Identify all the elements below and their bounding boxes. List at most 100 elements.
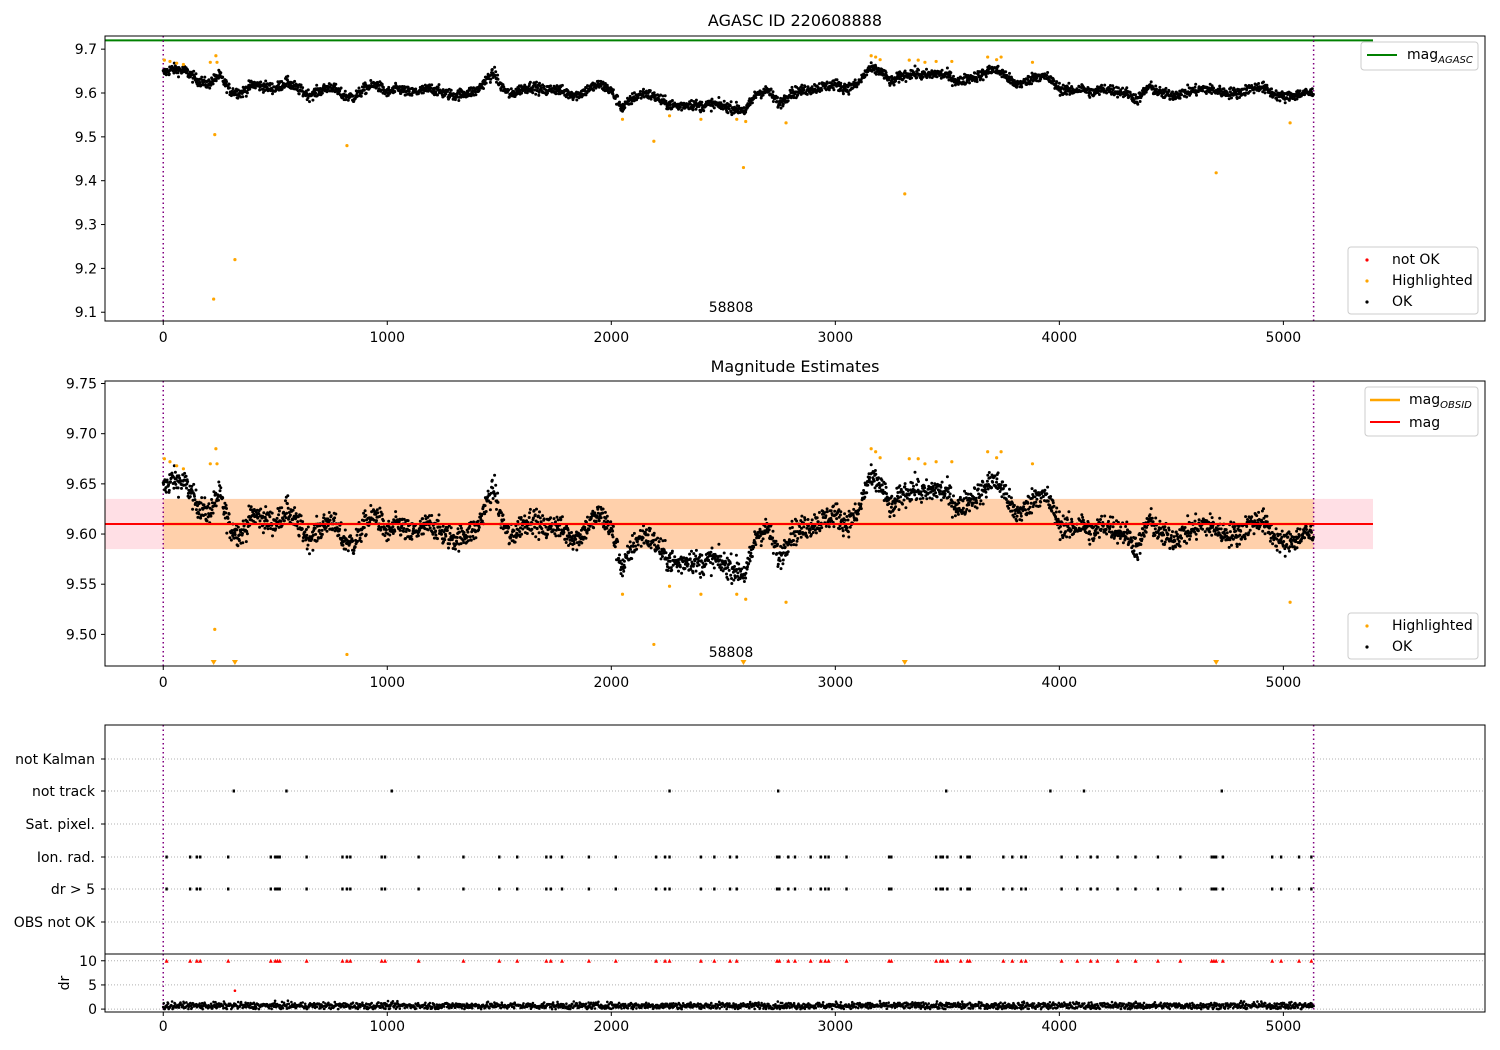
ok-point xyxy=(1057,81,1061,85)
ok-point xyxy=(542,84,546,88)
ok-point xyxy=(921,75,925,79)
ok-point xyxy=(846,530,850,534)
ok-point xyxy=(535,527,539,531)
ok-point xyxy=(185,486,188,490)
ok-point xyxy=(702,109,706,113)
ok-point xyxy=(817,511,821,514)
ok-point xyxy=(483,504,487,508)
ok-point xyxy=(477,88,481,92)
ok-point xyxy=(690,549,693,553)
ok-point xyxy=(664,551,668,555)
ok-point xyxy=(394,81,398,85)
ok-point xyxy=(795,519,799,523)
highlighted-point xyxy=(869,54,873,58)
ok-point xyxy=(810,85,814,89)
ok-point xyxy=(1229,86,1233,90)
ok-point xyxy=(528,511,532,515)
ok-point xyxy=(346,549,350,553)
ok-point xyxy=(194,488,198,492)
ok-point xyxy=(541,514,545,518)
ok-point xyxy=(325,90,329,94)
ok-point xyxy=(496,500,500,504)
ok-point xyxy=(805,535,809,539)
ok-point xyxy=(507,525,511,529)
ok-point xyxy=(1310,87,1314,91)
ok-point xyxy=(210,508,214,512)
ok-point xyxy=(321,520,325,524)
ok-point xyxy=(839,510,843,514)
ok-point xyxy=(523,83,527,87)
ok-point xyxy=(1275,98,1279,102)
ok-point xyxy=(507,541,511,545)
ok-point xyxy=(200,75,204,79)
ok-point xyxy=(910,76,914,80)
ok-point xyxy=(877,476,880,480)
ok-point xyxy=(244,540,248,544)
ok-point xyxy=(950,84,954,88)
ok-point xyxy=(198,508,202,512)
ok-point xyxy=(314,532,318,536)
ok-point xyxy=(1154,84,1158,88)
ok-point xyxy=(580,541,584,545)
ok-point xyxy=(530,527,534,531)
ok-point xyxy=(455,536,459,539)
ok-point xyxy=(1257,82,1261,85)
ok-point xyxy=(167,72,171,76)
ok-point xyxy=(1194,82,1198,86)
ok-point xyxy=(341,543,345,547)
ok-point xyxy=(968,81,971,85)
ok-point xyxy=(724,561,728,565)
highlighted-point xyxy=(175,61,179,65)
ok-point xyxy=(172,486,176,490)
agasc-magnitude-panel: AGASC ID 220608888 58808 magAGASC not OK… xyxy=(104,11,1486,322)
ok-point xyxy=(364,533,368,537)
ok-point xyxy=(217,498,220,502)
ok-point xyxy=(558,87,562,91)
ok-point xyxy=(697,563,701,567)
ok-point xyxy=(709,550,713,554)
ok-point xyxy=(790,85,794,89)
ok-point xyxy=(825,81,829,85)
ok-point xyxy=(657,540,661,544)
ok-point xyxy=(571,98,575,102)
ok-point xyxy=(673,555,677,559)
ok-point xyxy=(838,513,842,517)
ok-point xyxy=(1055,80,1059,84)
ok-point xyxy=(694,569,698,573)
ok-point xyxy=(535,89,539,93)
ok-point xyxy=(709,109,713,113)
ok-point xyxy=(833,509,837,513)
ok-point xyxy=(537,90,541,94)
legend-label-not-ok: not OK xyxy=(1392,252,1440,268)
ok-point xyxy=(224,511,228,515)
ok-point xyxy=(531,91,535,95)
ok-point xyxy=(200,496,204,500)
ok-point xyxy=(652,91,656,95)
ok-point xyxy=(670,107,674,111)
ok-point xyxy=(820,88,824,92)
ok-point xyxy=(198,80,202,84)
ok-point xyxy=(456,527,460,531)
ok-point xyxy=(694,554,698,558)
ok-point xyxy=(1136,102,1140,106)
ok-point xyxy=(635,540,639,544)
ok-point xyxy=(722,551,726,555)
highlighted-point xyxy=(903,192,907,196)
ok-point xyxy=(859,502,863,506)
ok-point xyxy=(241,532,244,535)
ok-point xyxy=(436,93,439,97)
ok-point xyxy=(410,537,414,541)
ok-point xyxy=(727,568,731,572)
ok-point xyxy=(320,532,324,536)
ok-point xyxy=(402,527,406,530)
ok-point xyxy=(890,494,894,498)
ok-point xyxy=(284,516,288,520)
ok-point xyxy=(1212,86,1216,90)
ok-point xyxy=(193,494,196,498)
ok-point xyxy=(952,74,955,78)
legend-marker-highlighted xyxy=(1365,279,1369,283)
highlighted-point xyxy=(181,62,186,67)
ok-point xyxy=(775,552,779,555)
ok-point xyxy=(231,87,235,91)
ok-point xyxy=(1116,86,1120,90)
